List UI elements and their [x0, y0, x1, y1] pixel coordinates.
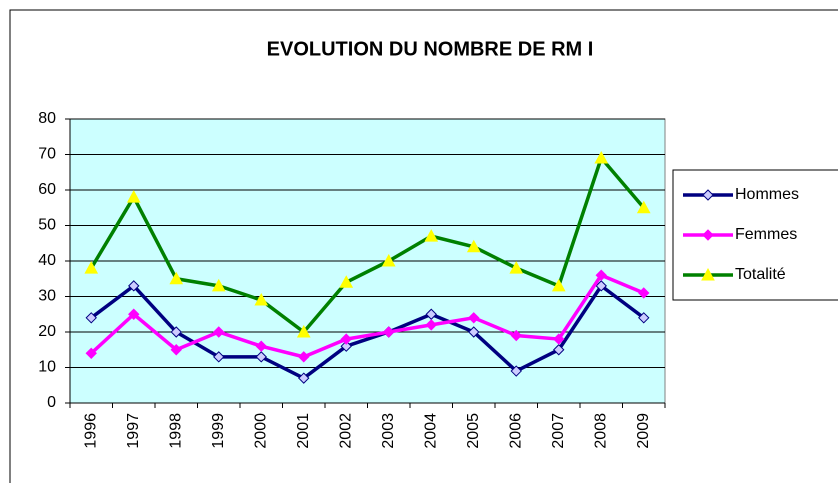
y-tick-label: 30 [38, 288, 56, 305]
marker [468, 312, 480, 324]
marker [213, 351, 225, 363]
y-tick-label: 20 [38, 323, 56, 340]
marker [170, 326, 182, 338]
marker [424, 229, 439, 242]
x-tick-label: 2002 [337, 413, 354, 449]
marker [298, 351, 310, 363]
x-tick-label: 2004 [422, 413, 439, 449]
x-tick-label: 2001 [295, 413, 312, 449]
marker [594, 151, 609, 164]
x-tick-label: 2006 [507, 413, 524, 449]
marker [170, 344, 182, 356]
x-tick-label: 2008 [592, 413, 609, 449]
legend-label: Totalité [735, 266, 786, 283]
marker [84, 261, 99, 274]
marker [85, 312, 97, 324]
marker [383, 326, 395, 338]
marker [638, 312, 650, 324]
x-tick-label: 1997 [125, 413, 142, 449]
x-tick-label: 2000 [252, 413, 269, 449]
legend-marker [702, 229, 714, 241]
marker [553, 344, 565, 356]
y-tick-label: 10 [38, 359, 56, 376]
marker [255, 340, 267, 352]
marker [213, 326, 225, 338]
marker [553, 333, 565, 345]
marker [298, 372, 310, 384]
x-tick-label: 2009 [635, 413, 652, 449]
marker [509, 261, 524, 274]
x-tick-label: 2005 [465, 413, 482, 449]
legend-label: Femmes [735, 226, 797, 243]
series-line [89, 154, 646, 335]
marker [551, 278, 566, 292]
legend-marker [701, 267, 715, 281]
marker [595, 269, 607, 281]
y-tick-label: 60 [38, 181, 56, 198]
marker [425, 319, 437, 331]
marker [510, 329, 522, 342]
marker [255, 351, 267, 363]
marker [636, 200, 651, 214]
x-tick-label: 1996 [82, 413, 99, 449]
marker [126, 190, 141, 203]
legend-label: Hommes [735, 186, 799, 203]
x-tick-label: 1998 [167, 413, 184, 449]
marker [340, 333, 352, 345]
marker [254, 293, 269, 306]
marker [339, 275, 354, 288]
marker [468, 326, 480, 338]
marker [595, 280, 607, 292]
marker [128, 280, 140, 292]
marker [381, 253, 396, 267]
x-tick-label: 2007 [550, 413, 567, 449]
series-line [90, 283, 645, 381]
y-tick-label: 0 [47, 394, 56, 411]
chart-title: EVOLUTION DU NOMBRE DE RM I [267, 38, 594, 60]
marker [211, 278, 226, 292]
x-tick-label: 2003 [380, 413, 397, 449]
marker [85, 347, 97, 360]
marker [340, 340, 352, 352]
y-tick-label: 80 [38, 110, 56, 127]
y-tick-label: 40 [38, 252, 56, 269]
y-tick-label: 70 [38, 146, 56, 163]
marker [466, 239, 481, 253]
y-tick-label: 50 [38, 217, 56, 234]
marker [638, 287, 650, 299]
legend-marker [702, 189, 714, 201]
x-tick-label: 1999 [210, 413, 227, 449]
marker [510, 365, 522, 377]
marker [128, 308, 140, 320]
marker [169, 271, 184, 285]
series-line [90, 273, 645, 359]
marker [296, 324, 311, 338]
